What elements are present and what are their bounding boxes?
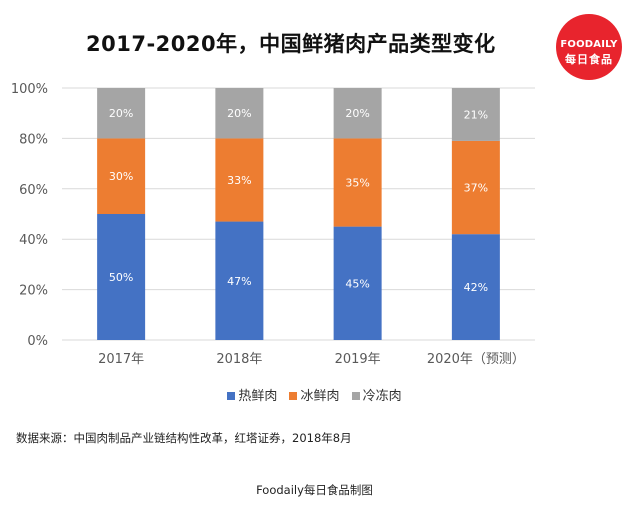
chart-credit: Foodaily每日食品制图 <box>256 483 373 497</box>
legend-item-frozen: 冷冻肉 <box>351 385 402 404</box>
data-label: 33% <box>227 174 251 187</box>
data-label: 20% <box>109 107 133 120</box>
y-tick-label: 40% <box>19 233 48 248</box>
x-tick-label: 2019年 <box>335 352 381 367</box>
data-source-note: 数据来源：中国肉制品产业链结构性改革，红塔证券，2018年8月 <box>16 431 352 445</box>
legend-item-hot: 热鲜肉 <box>227 385 277 404</box>
data-label: 30% <box>109 170 133 183</box>
x-tick-label: 2018年 <box>216 352 262 367</box>
bar-segment <box>215 221 264 340</box>
bar-segment <box>97 138 146 214</box>
bar-segment <box>97 88 146 139</box>
data-label: 20% <box>345 107 369 120</box>
logo-text-en: FOODAILY <box>560 39 618 50</box>
legend-swatch-frozen <box>351 391 360 400</box>
bar-segment <box>333 138 382 227</box>
data-label: 47% <box>227 275 251 288</box>
legend-label-frozen: 冷冻肉 <box>362 389 402 404</box>
chart-legend: 热鲜肉 冰鲜肉 冷冻肉 <box>0 385 629 404</box>
data-label: 35% <box>345 177 369 190</box>
foodaily-logo: FOODAILY 每日食品 <box>556 14 622 80</box>
data-label: 37% <box>464 182 488 195</box>
y-tick-label: 60% <box>19 183 48 198</box>
bar-segment <box>215 88 264 139</box>
bar-segment <box>97 214 146 340</box>
y-tick-label: 20% <box>19 284 48 299</box>
legend-swatch-hot <box>227 391 236 400</box>
data-label: 21% <box>464 108 488 121</box>
y-tick-label: 0% <box>27 334 48 349</box>
y-tick-label: 80% <box>19 132 48 147</box>
logo-text-cn: 每日食品 <box>565 53 613 66</box>
stacked-bar-chart: 0% 20% 40% 60% 80% 100% 50% 30% 20% 2017年 47% 33% 20… <box>11 82 535 367</box>
data-label: 50% <box>109 271 133 284</box>
bar-segment <box>451 88 500 141</box>
legend-swatch-chilled <box>289 391 298 400</box>
data-label: 42% <box>464 281 488 294</box>
bar-segment <box>333 88 382 139</box>
legend-label-chilled: 冰鲜肉 <box>300 389 340 404</box>
bar-segment <box>451 140 500 235</box>
data-label: 20% <box>227 107 251 120</box>
chart-title: 2017-2020年，中国鲜猪肉产品类型变化 <box>86 32 496 56</box>
x-tick-label: 2017年 <box>98 352 144 367</box>
data-label: 45% <box>345 277 369 290</box>
x-tick-label: 2020年（预测） <box>427 352 525 367</box>
bar-segment <box>333 226 382 340</box>
bar-segment <box>451 234 500 340</box>
y-tick-label: 100% <box>11 82 48 97</box>
bar-segment <box>215 138 264 222</box>
legend-item-chilled: 冰鲜肉 <box>289 385 340 404</box>
legend-label-hot: 热鲜肉 <box>238 389 278 404</box>
